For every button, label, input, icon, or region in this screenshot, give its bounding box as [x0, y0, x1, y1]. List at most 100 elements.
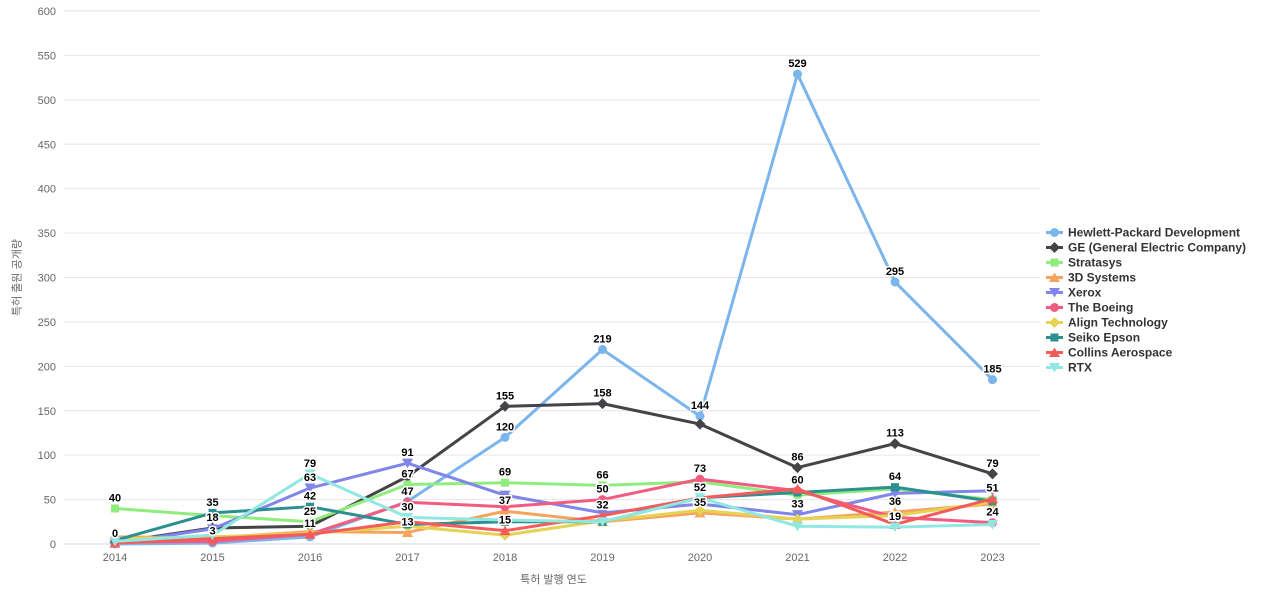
- legend-label-collins-aerospace[interactable]: Collins Aerospace: [1068, 346, 1173, 360]
- data-point-xerox-2015[interactable]: [207, 524, 218, 534]
- data-point-ge-general-electric-company-2018[interactable]: [499, 400, 511, 412]
- data-point-the-boeing-2018[interactable]: [500, 502, 510, 512]
- data-point-label: 35: [694, 497, 706, 509]
- legend-marker-collins-aerospace-icon[interactable]: [1049, 347, 1060, 358]
- data-point-label: 47: [401, 486, 413, 498]
- x-tick-label-2017: 2017: [395, 552, 419, 564]
- legend-item-rtx[interactable]: RTX: [1046, 361, 1092, 375]
- data-point-stratasys-2016[interactable]: [306, 517, 314, 526]
- legend-marker-rtx-icon[interactable]: [1049, 363, 1060, 373]
- data-point-collins-aerospace-2021[interactable]: [792, 483, 803, 494]
- legend-item-3d-systems[interactable]: 3D Systems: [1046, 271, 1136, 285]
- legend-marker-xerox-icon[interactable]: [1049, 288, 1060, 298]
- data-point-rtx-2019[interactable]: [597, 517, 608, 527]
- legend-label-ge-general-electric-company[interactable]: GE (General Electric Company): [1068, 241, 1246, 255]
- legend-item-hewlett-packard-development[interactable]: Hewlett-Packard Development: [1046, 226, 1240, 240]
- data-point-hewlett-packard-development-2020[interactable]: [695, 411, 705, 421]
- data-point-label: 50: [596, 484, 608, 496]
- legend-item-seiko-epson[interactable]: Seiko Epson: [1046, 331, 1140, 345]
- data-point-stratasys-2017[interactable]: [403, 480, 412, 489]
- data-point-ge-general-electric-company-2019[interactable]: [597, 398, 608, 410]
- legend-marker-align-technology-icon[interactable]: [1049, 317, 1060, 328]
- legend-label-hewlett-packard-development[interactable]: Hewlett-Packard Development: [1068, 226, 1240, 240]
- data-point-rtx-2017[interactable]: [402, 512, 413, 523]
- data-point-ge-general-electric-company-2023[interactable]: [987, 468, 998, 480]
- data-point-ge-general-electric-company-2021[interactable]: [792, 462, 803, 474]
- legend-marker-seiko-epson-icon[interactable]: [1050, 333, 1059, 342]
- legend-marker-3d-systems-icon[interactable]: [1049, 272, 1060, 283]
- data-point-collins-aerospace-2018[interactable]: [499, 525, 511, 536]
- y-tick-label: 200: [38, 361, 56, 373]
- data-point-xerox-2018[interactable]: [499, 490, 511, 501]
- series-ge-general-electric-company: [109, 398, 998, 548]
- legend-marker-ge-general-electric-company-icon[interactable]: [1049, 242, 1060, 253]
- legend-marker-stratasys-icon[interactable]: [1050, 258, 1059, 267]
- data-point-stratasys-2018[interactable]: [501, 478, 509, 487]
- legend-label-align-technology[interactable]: Align Technology: [1068, 316, 1168, 330]
- data-point-hewlett-packard-development-2019[interactable]: [598, 344, 607, 354]
- legend-label-rtx[interactable]: RTX: [1068, 361, 1092, 375]
- series-line-hewlett-packard-development[interactable]: [113, 72, 994, 546]
- series-line-rtx[interactable]: [113, 472, 994, 543]
- legend-label-xerox[interactable]: Xerox: [1068, 286, 1102, 300]
- data-point-hewlett-packard-development-2023[interactable]: [988, 375, 997, 385]
- data-point-collins-aerospace-2016[interactable]: [304, 529, 316, 539]
- legend-marker-the-boeing-icon[interactable]: [1050, 303, 1059, 312]
- data-point-label: 52: [694, 482, 706, 494]
- data-point-rtx-2016[interactable]: [304, 469, 316, 479]
- data-point-rtx-2015[interactable]: [207, 530, 218, 541]
- legend-label-the-boeing[interactable]: The Boeing: [1068, 301, 1133, 315]
- data-point-rtx-2020[interactable]: [694, 493, 706, 503]
- data-point-seiko-epson-2015[interactable]: [208, 508, 217, 517]
- data-point-seiko-epson-2022[interactable]: [891, 483, 899, 492]
- data-point-xerox-2017[interactable]: [402, 458, 413, 469]
- data-point-label: 529: [788, 58, 806, 70]
- legend-item-align-technology[interactable]: Align Technology: [1046, 316, 1168, 330]
- data-point-label: 35: [206, 497, 218, 509]
- data-point-hewlett-packard-development-2018[interactable]: [500, 432, 510, 442]
- legend-item-ge-general-electric-company[interactable]: GE (General Electric Company): [1046, 241, 1246, 255]
- data-point-label: 18: [206, 512, 218, 524]
- data-point-rtx-2018[interactable]: [499, 515, 511, 526]
- data-point-the-boeing-2017[interactable]: [403, 497, 412, 507]
- data-point-rtx-2021[interactable]: [792, 521, 803, 532]
- legend-item-collins-aerospace[interactable]: Collins Aerospace: [1046, 346, 1173, 360]
- x-tick-label-2023: 2023: [980, 552, 1004, 564]
- series-line-ge-general-electric-company[interactable]: [113, 402, 994, 544]
- legend-label-seiko-epson[interactable]: Seiko Epson: [1068, 331, 1140, 345]
- data-point-the-boeing-2019[interactable]: [598, 495, 607, 505]
- legend-item-xerox[interactable]: Xerox: [1046, 286, 1102, 300]
- data-point-3d-systems-2017[interactable]: [402, 527, 413, 537]
- data-point-rtx-2022[interactable]: [889, 522, 901, 533]
- data-point-xerox-2016[interactable]: [304, 483, 316, 494]
- legend-label-stratasys[interactable]: Stratasys: [1068, 256, 1122, 270]
- data-point-label: 32: [596, 500, 608, 512]
- data-point-label: 185: [983, 364, 1001, 376]
- data-point-rtx-2023[interactable]: [987, 519, 998, 530]
- legend-item-the-boeing[interactable]: The Boeing: [1046, 301, 1133, 315]
- data-point-ge-general-electric-company-2022[interactable]: [889, 438, 901, 450]
- data-point-stratasys-2014[interactable]: [111, 504, 119, 513]
- legend-item-stratasys[interactable]: Stratasys: [1046, 256, 1122, 270]
- data-point-align-technology-2022[interactable]: [889, 510, 901, 522]
- data-point-rtx-2014[interactable]: [109, 536, 121, 547]
- legend-label-3d-systems[interactable]: 3D Systems: [1068, 271, 1136, 285]
- data-point-stratasys-2019[interactable]: [598, 481, 607, 490]
- data-point-hewlett-packard-development-2022[interactable]: [890, 277, 900, 287]
- data-point-hewlett-packard-development-2021[interactable]: [793, 69, 802, 79]
- x-tick-label-2016: 2016: [298, 552, 322, 564]
- legend-marker-hewlett-packard-development-icon[interactable]: [1050, 228, 1059, 237]
- data-point-xerox-2022[interactable]: [889, 488, 901, 499]
- data-point-ge-general-electric-company-2020[interactable]: [694, 418, 706, 430]
- data-point-label: 91: [401, 447, 413, 459]
- data-point-ge-general-electric-company-2017[interactable]: [402, 470, 413, 482]
- data-point-seiko-epson-2016[interactable]: [306, 502, 314, 511]
- data-point-collins-aerospace-2023[interactable]: [987, 493, 998, 504]
- data-point-the-boeing-2020[interactable]: [695, 474, 705, 484]
- series-line-collins-aerospace[interactable]: [113, 487, 994, 545]
- y-tick-label: 150: [38, 406, 56, 418]
- series-line-stratasys[interactable]: [113, 480, 994, 524]
- data-point-xerox-2023[interactable]: [987, 486, 998, 496]
- data-point-label: 33: [791, 499, 803, 511]
- data-point-align-technology-2020[interactable]: [694, 504, 706, 516]
